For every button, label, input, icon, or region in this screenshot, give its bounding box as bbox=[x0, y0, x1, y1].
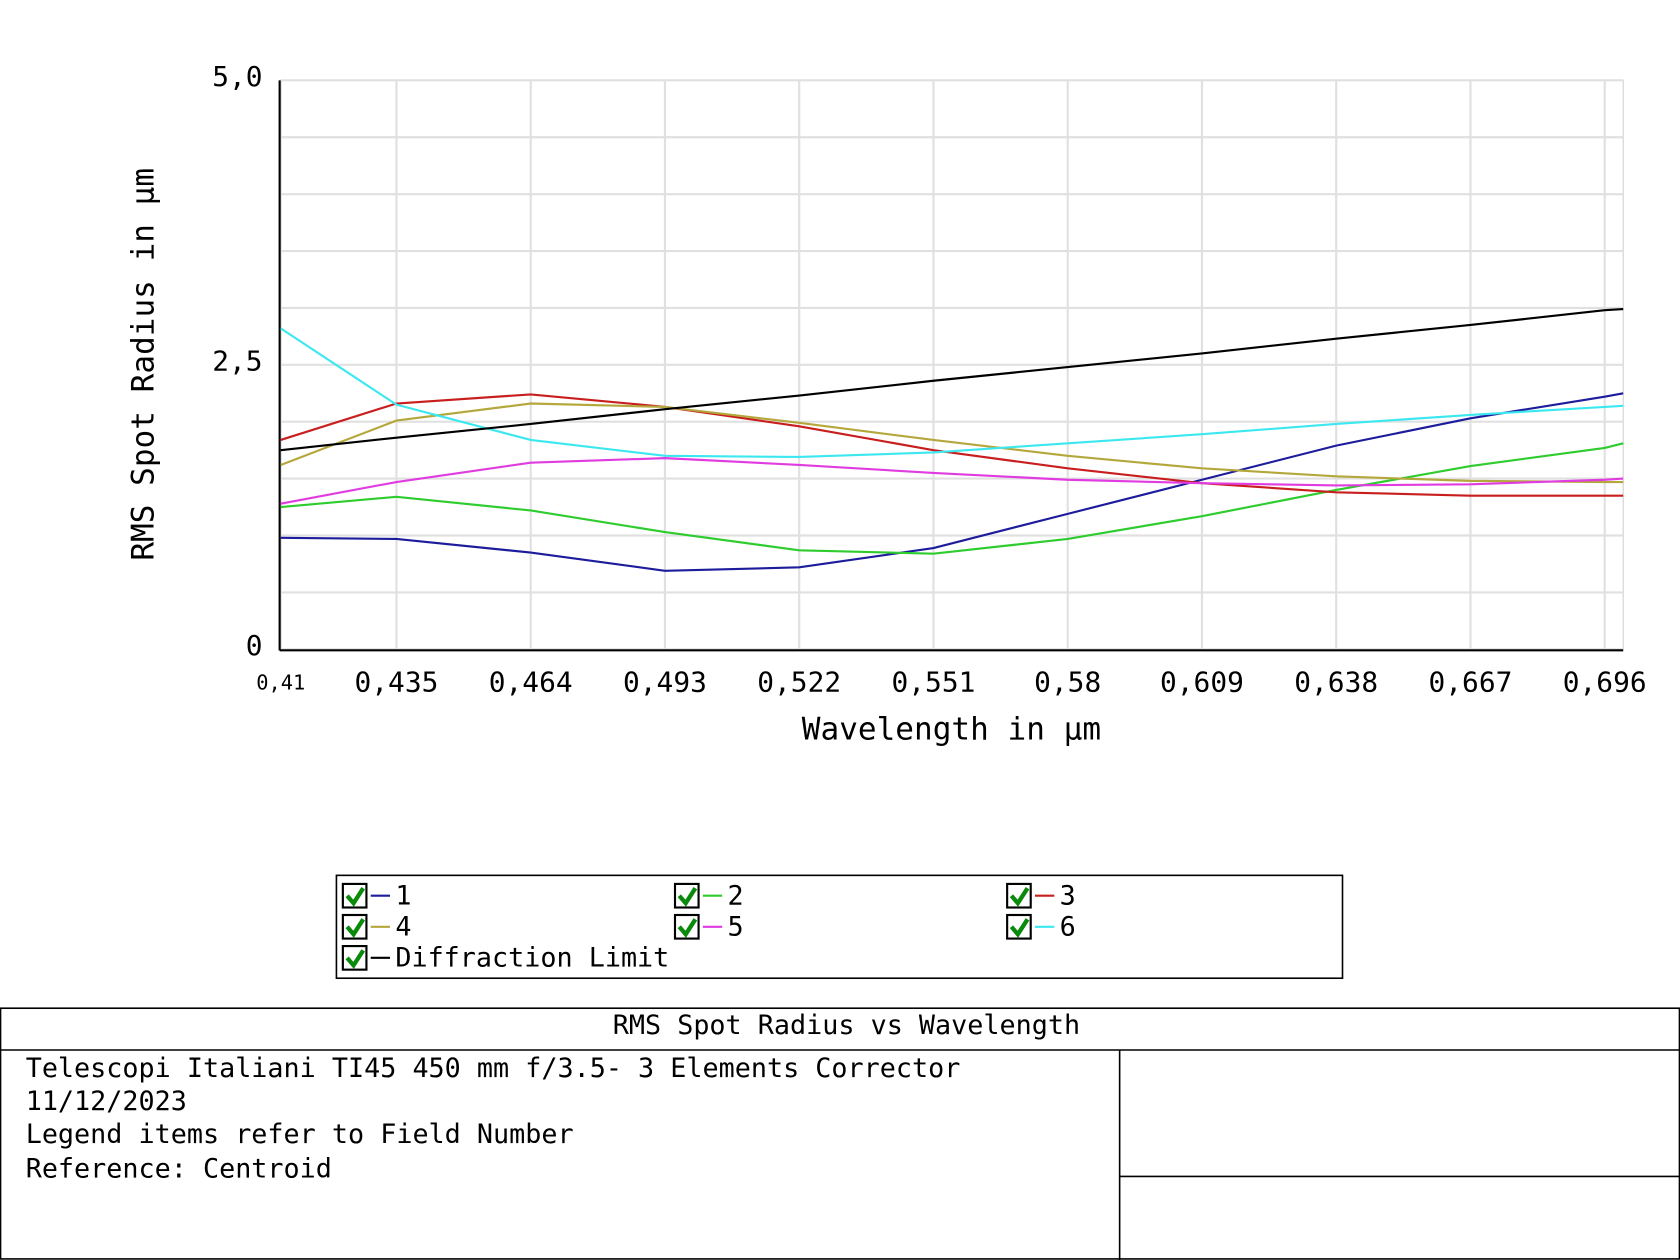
legend-check bbox=[345, 949, 366, 969]
x-tick-label: 0,464 bbox=[489, 666, 573, 699]
series-line bbox=[280, 327, 1624, 459]
legend-label: 5 bbox=[728, 911, 744, 942]
legend: 1 2 3 4 5 6 Diffraction Limit bbox=[341, 880, 1076, 973]
x-tick-label: 0,667 bbox=[1429, 666, 1513, 699]
series-line bbox=[280, 392, 1624, 572]
legend-check bbox=[1009, 887, 1030, 907]
series-line bbox=[280, 307, 1624, 452]
legend-box bbox=[335, 874, 1344, 980]
legend-label: 4 bbox=[395, 911, 411, 942]
y-tick-label: 5,0 bbox=[212, 60, 262, 93]
x-tick-label: 0,435 bbox=[355, 666, 439, 699]
info-line: Telescopi Italiani TI45 450 mm f/3.5- 3 … bbox=[26, 1053, 961, 1084]
x-tick-label: 0,493 bbox=[623, 666, 707, 699]
info-line: Legend items refer to Field Number bbox=[26, 1119, 574, 1150]
x-tick-label: 0,58 bbox=[1034, 666, 1101, 699]
x-tick-label: 0,609 bbox=[1160, 666, 1244, 699]
legend-label: Diffraction Limit bbox=[395, 942, 669, 973]
legend-check bbox=[1009, 918, 1030, 938]
series-line bbox=[280, 393, 1624, 497]
x-tick-label: 0,522 bbox=[757, 666, 841, 699]
y-axis-title: RMS Spot Radius in µm bbox=[126, 168, 162, 561]
legend-label: 6 bbox=[1060, 911, 1076, 942]
legend-label: 1 bbox=[395, 880, 411, 911]
legend-check bbox=[677, 918, 698, 938]
series-lines bbox=[280, 307, 1624, 572]
legend-check bbox=[345, 918, 366, 938]
y-tick-label: 0 bbox=[246, 629, 263, 662]
legend-check bbox=[345, 887, 366, 907]
info-line: 11/12/2023 bbox=[26, 1086, 187, 1117]
x-tick-label: 0,551 bbox=[892, 666, 976, 699]
y-tick-label: 2,5 bbox=[212, 345, 262, 378]
x-axis-title: Wavelength in µm bbox=[802, 712, 1101, 748]
legend-label: 3 bbox=[1060, 880, 1076, 911]
info-panel bbox=[0, 1007, 1680, 1260]
info-line: Reference: Centroid bbox=[26, 1154, 332, 1185]
series-line bbox=[280, 457, 1624, 505]
legend-check bbox=[677, 887, 698, 907]
series-line bbox=[280, 442, 1624, 555]
chart-title: RMS Spot Radius vs Wavelength bbox=[613, 1010, 1080, 1041]
footer: Telescopi Italiani TI45 450 mm f/3.5- 3 … bbox=[26, 1053, 961, 1185]
x-tick-label: 0,41 bbox=[256, 671, 305, 695]
x-tick-label: 0,696 bbox=[1563, 666, 1647, 699]
x-tick-label: 0,638 bbox=[1294, 666, 1378, 699]
grid bbox=[279, 79, 1624, 651]
legend-label: 2 bbox=[728, 880, 744, 911]
